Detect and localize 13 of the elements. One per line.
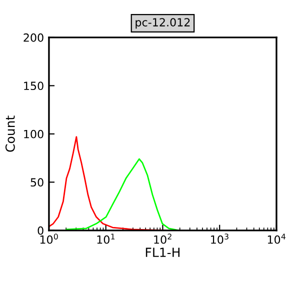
x-tick-label: 10$^{2}$: [154, 234, 172, 244]
x-tick-label: 10$^{4}$: [268, 234, 286, 244]
x-tick-label: 10$^{0}$: [40, 234, 58, 244]
y-tick-label: 200: [24, 33, 44, 42]
chart-title: pc-12.012: [136, 18, 190, 29]
x-axis-title: FL1-H: [146, 248, 180, 257]
y-tick-label: 150: [24, 82, 44, 90]
y-tick-label: 0: [38, 226, 44, 235]
x-tick-label: 10$^{3}$: [211, 234, 228, 244]
y-tick-label: 100: [24, 130, 44, 138]
x-tick-label: 10$^{1}$: [97, 234, 115, 244]
y-tick-label: 50: [30, 178, 44, 187]
y-axis-title: Count: [5, 116, 15, 152]
